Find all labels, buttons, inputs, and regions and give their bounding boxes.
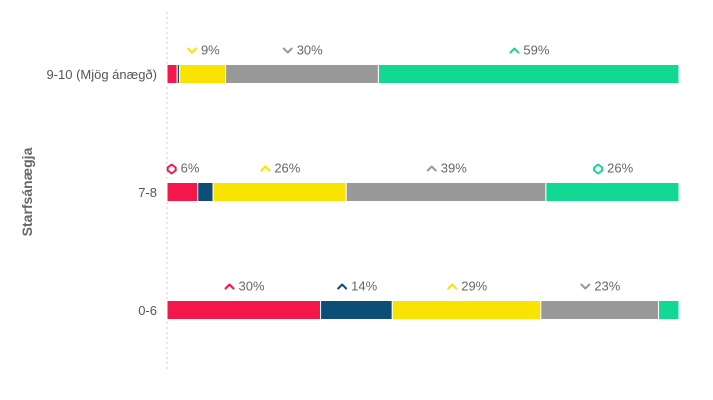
chevron-up-icon [260,165,271,172]
category-label: 9-10 (Mjög ánægð) [46,67,157,82]
chevron-down-icon [282,47,293,54]
bar-segment[interactable] [166,300,322,320]
data-label-text: 30% [239,279,265,294]
category-labels-layer: 9-10 (Mjög ánægð) 7-8 0-6 [46,67,157,318]
data-label-text: 6% [181,161,200,176]
y-axis-title: Starfsánægja [19,147,35,236]
bar-segment[interactable] [545,182,680,202]
bar-segment[interactable] [166,64,178,84]
data-label-text: 30% [297,43,323,58]
bar-segment[interactable] [540,300,660,320]
data-label-text: 59% [523,43,549,58]
data-label: 30% [224,279,265,294]
chevron-down-icon [580,283,591,290]
data-label-text: 39% [441,161,467,176]
bar-segment[interactable] [166,182,199,202]
bars-layer [166,64,680,320]
chevron-down-icon [186,47,197,54]
data-label: 59% [509,43,550,58]
bar-segment[interactable] [391,300,542,320]
data-label: 9% [186,43,220,58]
diamond-icon [593,163,604,175]
data-label: 39% [426,161,467,176]
data-label: 26% [260,161,301,176]
bar-segment[interactable] [377,64,680,84]
bar-segment[interactable] [320,300,393,320]
data-label-text: 14% [351,279,377,294]
data-label-text: 23% [594,279,620,294]
bar-segment[interactable] [658,300,680,320]
diamond-icon [166,163,177,175]
chevron-up-icon [337,283,348,290]
data-label-text: 26% [274,161,300,176]
bar-segment[interactable] [225,64,379,84]
chevron-up-icon [224,283,235,290]
data-label: 30% [282,43,323,58]
data-label: 6% [166,161,200,176]
data-label-text: 9% [201,43,220,58]
data-label-text: 26% [607,161,633,176]
data-labels-layer: 9% 30% 59% 6% 26% 39% 26% 30% 14% 29% 23% [166,43,634,294]
data-label-text: 29% [461,279,487,294]
chevron-up-icon [447,283,458,290]
category-label: 7-8 [138,185,157,200]
data-label: 29% [447,279,488,294]
chevron-up-icon [509,47,520,54]
bar-segment[interactable] [179,64,227,84]
chevron-up-icon [426,165,437,172]
bar-segment[interactable] [345,182,547,202]
data-label: 23% [580,279,621,294]
bar-segment[interactable] [212,182,347,202]
bar-segment[interactable] [197,182,214,202]
data-label: 14% [337,279,378,294]
category-label: 0-6 [138,303,157,318]
data-label: 26% [593,161,634,176]
